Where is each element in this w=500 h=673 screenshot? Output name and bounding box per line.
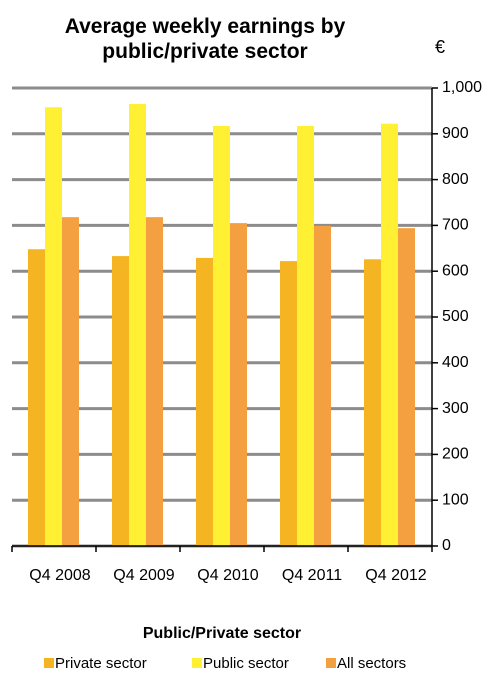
chart-title: Average weekly earnings by public/privat… — [64, 15, 346, 63]
bar — [112, 256, 129, 546]
bar — [314, 225, 331, 546]
legend-swatch — [326, 658, 336, 668]
y-tick-label: 300 — [442, 400, 469, 417]
legend-label: Private sector — [55, 655, 147, 672]
bar — [280, 261, 297, 546]
bar — [62, 217, 79, 546]
y-tick-label: 600 — [442, 262, 469, 279]
legend-swatch — [192, 658, 202, 668]
bar — [196, 257, 213, 546]
bar — [297, 126, 314, 546]
bar — [381, 123, 398, 546]
legend-label: Public sector — [203, 655, 289, 672]
y-tick-label: 800 — [442, 171, 469, 188]
x-tick-label: Q4 2008 — [29, 567, 90, 584]
bar — [213, 126, 230, 546]
bar — [28, 249, 45, 546]
y-tick-label: 1,000 — [442, 79, 482, 96]
legend-label: All sectors — [337, 655, 406, 672]
x-tick-label: Q4 2011 — [282, 567, 342, 584]
y-tick-label: 100 — [442, 491, 469, 508]
bar — [45, 107, 62, 547]
x-tick-label: Q4 2010 — [197, 567, 258, 584]
y-tick-label: 0 — [442, 537, 451, 554]
bar — [230, 223, 247, 547]
x-tick-label: Q4 2009 — [113, 567, 174, 584]
y-tick-label: 700 — [442, 217, 469, 234]
y-tick-label: 900 — [442, 125, 469, 142]
bar — [398, 228, 415, 546]
y-tick-label: 500 — [442, 308, 469, 325]
y-axis-label: € — [435, 37, 445, 57]
bar — [129, 104, 146, 546]
y-tick-label: 200 — [442, 446, 469, 463]
legend-title: Public/Private sector — [143, 625, 301, 642]
x-tick-label: Q4 2012 — [365, 567, 426, 584]
legend-swatch — [44, 658, 54, 668]
bar — [146, 217, 163, 546]
y-tick-label: 400 — [442, 354, 469, 371]
bar — [364, 259, 381, 546]
